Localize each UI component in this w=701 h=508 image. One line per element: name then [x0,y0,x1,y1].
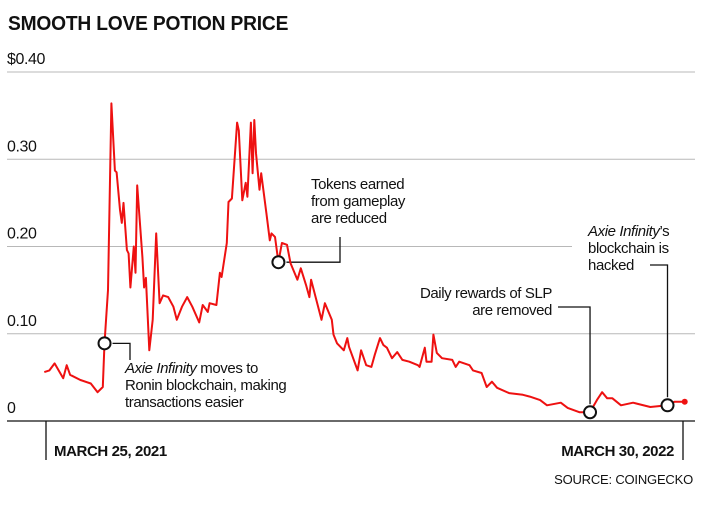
x-tick-label: MARCH 25, 2021 [54,443,167,460]
annotation-marker [271,255,286,270]
annotation-text: are removed [472,302,552,319]
annotation-line: moves to [197,360,258,377]
annotation-line: ’s [660,223,670,240]
y-tick-label: $0.40 [7,51,46,68]
annotation-connector [650,264,669,398]
annotation-line: blockchain is [588,240,669,257]
annotation-text: Ronin blockchain, making [125,377,286,394]
annotation-connector [286,237,341,263]
chart-title: SMOOTH LOVE POTION PRICE [8,13,289,35]
annotation-marker [583,405,598,420]
annotation-line: Daily rewards of SLP [420,285,552,302]
annotation-text: transactions easier [125,394,244,411]
annotation-text: Axie Infinity moves to [124,360,258,377]
annotation-text: blockchain is [588,240,669,257]
y-tick-label: 0.20 [7,226,37,243]
annotation-connector [112,342,131,360]
annotation-line: hacked [588,257,634,274]
annotation-text: from gameplay [311,193,406,210]
x-axis-labels: MARCH 25, 2021 MARCH 30, 2022 [45,421,684,460]
annotation-text: Tokens earned [311,176,404,193]
annotation-connectors [112,237,669,405]
annotation-line: are removed [472,302,552,319]
annotation-text: are reduced [311,210,387,227]
y-tick-label: 0 [7,400,16,417]
annotation-text: Daily rewards of SLP [420,285,552,302]
annotation-line: from gameplay [311,193,406,210]
annotation-line: transactions easier [125,394,244,411]
annotation-marker [660,398,675,413]
annotation-markers [97,255,688,420]
annotation-italic: Axie Infinity [587,223,661,240]
annotation-line: Ronin blockchain, making [125,377,286,394]
annotation-line: Tokens earned [311,176,404,193]
annotation-marker [97,336,112,351]
annotation-line: are reduced [311,210,387,227]
annotation-connector [558,306,591,405]
y-tick-label: 0.10 [7,313,37,330]
y-tick-label: 0.30 [7,138,37,155]
annotation-text: hacked [588,257,634,274]
y-axis-labels: 0 0.10 0.20 0.30 $0.40 [7,51,46,417]
x-tick-label: MARCH 30, 2022 [561,443,674,460]
annotation-text: Axie Infinity’s [587,223,669,240]
source-note: SOURCE: COINGECKO [554,472,693,487]
gridlines [7,71,695,335]
line-end-dot [681,398,688,405]
annotation-italic: Axie Infinity [124,360,198,377]
price-line [43,102,685,414]
